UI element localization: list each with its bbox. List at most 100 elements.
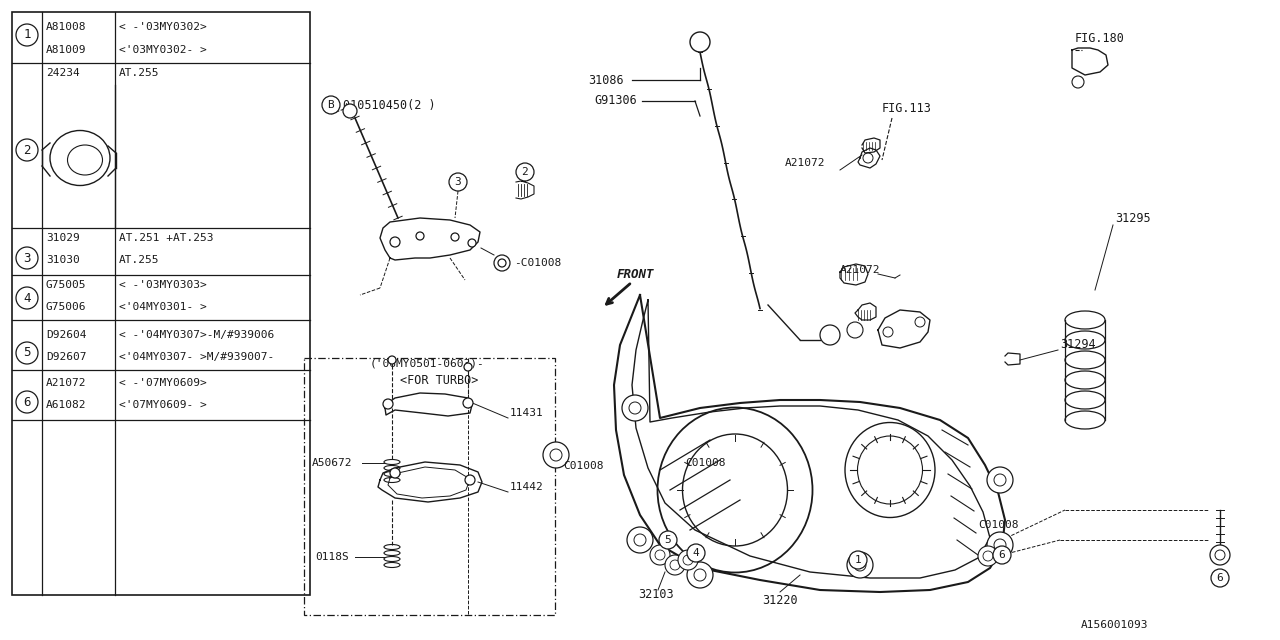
Text: FIG.180: FIG.180 — [1075, 31, 1125, 45]
Text: D92604: D92604 — [46, 330, 87, 340]
Text: 31295: 31295 — [1115, 211, 1151, 225]
Text: AT.255: AT.255 — [119, 255, 160, 265]
Text: 3: 3 — [454, 177, 461, 187]
Text: <'03MY0302- >: <'03MY0302- > — [119, 45, 207, 55]
Circle shape — [655, 550, 666, 560]
Circle shape — [666, 555, 685, 575]
Text: 5: 5 — [664, 535, 672, 545]
Circle shape — [687, 562, 713, 588]
Text: A21072: A21072 — [785, 158, 826, 168]
Text: AT.251 +AT.253: AT.251 +AT.253 — [119, 233, 214, 243]
Text: 31220: 31220 — [762, 593, 797, 607]
Text: 4: 4 — [692, 548, 699, 558]
Circle shape — [388, 356, 396, 364]
Circle shape — [516, 163, 534, 181]
Text: A156001093: A156001093 — [1080, 620, 1148, 630]
Circle shape — [883, 327, 893, 337]
Circle shape — [390, 468, 399, 478]
Text: 1: 1 — [23, 29, 31, 42]
Text: 5: 5 — [23, 346, 31, 360]
Text: FIG.113: FIG.113 — [882, 102, 932, 115]
Circle shape — [15, 24, 38, 46]
Circle shape — [383, 399, 393, 409]
Circle shape — [628, 402, 641, 414]
Text: 6: 6 — [1216, 573, 1224, 583]
Circle shape — [622, 395, 648, 421]
Circle shape — [978, 546, 998, 566]
Text: 24234: 24234 — [46, 68, 79, 78]
Circle shape — [650, 545, 669, 565]
Circle shape — [323, 96, 340, 114]
Text: FRONT: FRONT — [617, 269, 654, 282]
Text: -C01008: -C01008 — [515, 258, 561, 268]
Circle shape — [993, 546, 1011, 564]
Circle shape — [550, 449, 562, 461]
Circle shape — [451, 233, 460, 241]
Circle shape — [1210, 545, 1230, 565]
Text: 010510450(2 ): 010510450(2 ) — [343, 99, 435, 111]
Circle shape — [987, 532, 1012, 558]
Text: B: B — [328, 100, 334, 110]
Text: C01008: C01008 — [685, 458, 726, 468]
Circle shape — [983, 551, 993, 561]
Circle shape — [634, 534, 646, 546]
Text: < -'03MY0303>: < -'03MY0303> — [119, 280, 207, 290]
Text: 0118S: 0118S — [315, 552, 348, 562]
Text: <FOR TURBO>: <FOR TURBO> — [399, 374, 479, 387]
Text: < -'07MY0609>: < -'07MY0609> — [119, 378, 207, 388]
Text: D92607: D92607 — [46, 352, 87, 362]
Text: <'04MY0307- >M/#939007-: <'04MY0307- >M/#939007- — [119, 352, 274, 362]
Text: 1: 1 — [855, 555, 861, 565]
Circle shape — [1215, 550, 1225, 560]
Text: A81008: A81008 — [46, 22, 87, 32]
Circle shape — [684, 555, 692, 565]
Text: G75006: G75006 — [46, 302, 87, 312]
Text: 11431: 11431 — [509, 408, 544, 418]
Bar — [305, 358, 556, 615]
Circle shape — [854, 559, 867, 571]
Circle shape — [847, 322, 863, 338]
Circle shape — [687, 544, 705, 562]
Circle shape — [543, 442, 570, 468]
Text: A50672: A50672 — [312, 458, 352, 468]
Text: 31086: 31086 — [588, 74, 623, 86]
Circle shape — [463, 398, 474, 408]
Text: A21072: A21072 — [46, 378, 87, 388]
Circle shape — [465, 475, 475, 485]
Text: 2: 2 — [522, 167, 529, 177]
Circle shape — [468, 239, 476, 247]
Circle shape — [498, 259, 506, 267]
Text: < -'03MY0302>: < -'03MY0302> — [119, 22, 207, 32]
Circle shape — [449, 173, 467, 191]
Circle shape — [915, 317, 925, 327]
Text: 11442: 11442 — [509, 482, 544, 492]
Text: G75005: G75005 — [46, 280, 87, 290]
Circle shape — [15, 391, 38, 413]
Circle shape — [690, 32, 710, 52]
Text: AT.255: AT.255 — [119, 68, 160, 78]
Circle shape — [416, 232, 424, 240]
Bar — [12, 12, 310, 595]
Circle shape — [15, 287, 38, 309]
Circle shape — [465, 363, 472, 371]
Text: 4: 4 — [23, 291, 31, 305]
Circle shape — [15, 139, 38, 161]
Text: ('06MY0501-0603)-: ('06MY0501-0603)- — [370, 358, 485, 368]
Text: 32103: 32103 — [637, 589, 673, 602]
Text: < -'04MY0307>-M/#939006: < -'04MY0307>-M/#939006 — [119, 330, 274, 340]
Circle shape — [659, 531, 677, 549]
Text: 31029: 31029 — [46, 233, 79, 243]
Text: <'04MY0301- >: <'04MY0301- > — [119, 302, 207, 312]
Text: 3: 3 — [23, 252, 31, 264]
Text: <'07MY0609- >: <'07MY0609- > — [119, 400, 207, 410]
Text: A81009: A81009 — [46, 45, 87, 55]
Circle shape — [494, 255, 509, 271]
Circle shape — [678, 550, 698, 570]
Circle shape — [694, 569, 707, 581]
Circle shape — [849, 551, 867, 569]
Circle shape — [847, 552, 873, 578]
Circle shape — [1073, 76, 1084, 88]
Text: 31294: 31294 — [1060, 339, 1096, 351]
Text: A21072: A21072 — [840, 265, 881, 275]
Text: 6: 6 — [998, 550, 1005, 560]
